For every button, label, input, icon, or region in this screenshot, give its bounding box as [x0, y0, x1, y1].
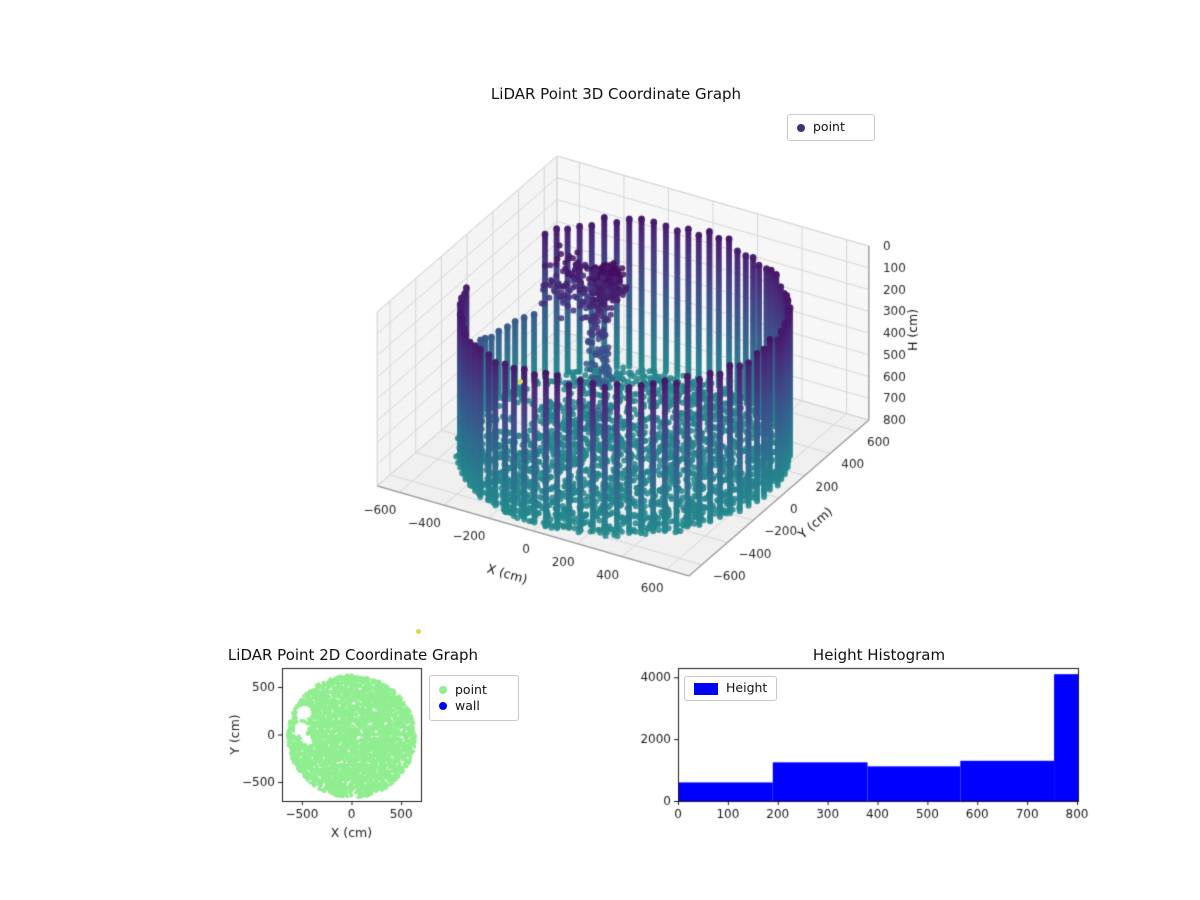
wall-marker-icon-2d — [439, 702, 447, 711]
chart-2d-canvas — [225, 640, 440, 855]
legend-entry-height: Height — [694, 682, 767, 695]
legend-entry-point-2d: point — [439, 681, 509, 697]
legend-entry-label: point — [455, 681, 487, 697]
height-patch-icon — [694, 682, 718, 695]
legend-entry-label: wall — [455, 698, 480, 713]
point-marker-icon — [797, 123, 805, 132]
histogram-legend: Height — [684, 676, 778, 701]
point-marker-icon-2d — [439, 685, 447, 694]
histogram-canvas — [640, 640, 1100, 855]
legend-entry-label: Height — [726, 680, 768, 696]
stray-outlier-point — [416, 629, 421, 634]
legend-entry-label: point — [813, 119, 845, 135]
chart-3d-canvas — [280, 110, 960, 650]
chart-3d-title: LiDAR Point 3D Coordinate Graph — [490, 85, 742, 103]
chart-2d-legend: point wall — [429, 675, 519, 721]
legend-entry-point-3d: point — [797, 121, 865, 134]
chart-3d-legend: point — [787, 114, 875, 141]
stray-outlier-point — [518, 379, 523, 384]
legend-entry-wall-2d: wall — [439, 698, 509, 713]
